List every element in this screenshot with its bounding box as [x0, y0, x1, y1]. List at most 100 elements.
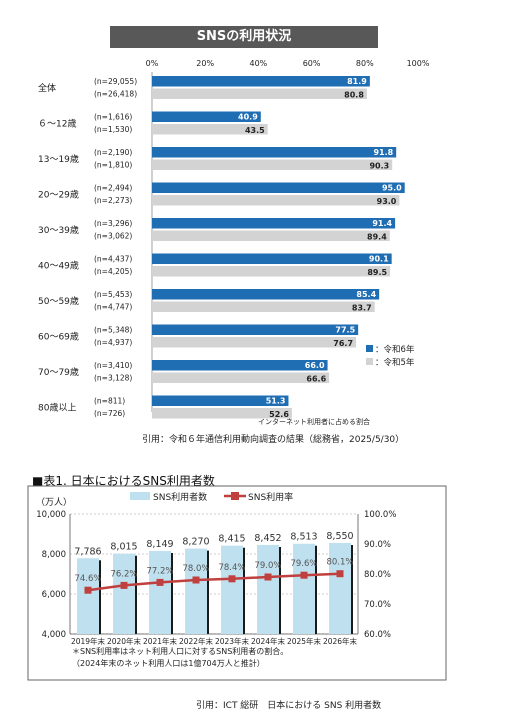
chart2-source: 引用：ICT 総研 日本における SNS 利用者数: [196, 701, 382, 711]
data-label-r6: 90.1: [369, 255, 389, 264]
sample-size-label: (n=1,616): [94, 113, 132, 122]
category-label: 全体: [38, 82, 56, 94]
bar-r6: [152, 289, 380, 300]
legend-swatch-bar: [130, 492, 150, 500]
bar-r6: [152, 76, 370, 87]
rate-marker: [300, 571, 308, 579]
data-label-r5: 52.6: [269, 410, 289, 419]
sample-size-label: (n=4,437): [94, 255, 132, 264]
bar-users: [221, 545, 243, 634]
legend-swatch: [366, 358, 373, 365]
x-tick-label: 2023年末: [215, 636, 250, 646]
data-label-r5: 43.5: [245, 126, 265, 135]
sample-size-label: (n=3,062): [94, 232, 132, 241]
y-right-tick-label: 70.0%: [364, 600, 391, 610]
legend-label-line: SNS利用率: [248, 491, 293, 503]
y-left-tick-label: 6,000: [42, 590, 66, 600]
rate-marker: [156, 578, 164, 586]
rate-marker: [228, 575, 236, 583]
x-tick-label: 2020年末: [107, 636, 142, 646]
rate-line: [87, 572, 341, 592]
x-tick-label: 2024年末: [251, 636, 286, 646]
bar-r6: [152, 395, 289, 406]
bar-users: [257, 544, 279, 634]
rate-marker: [120, 581, 128, 589]
data-label-r6: 95.0: [382, 184, 402, 193]
data-label-r5: 89.4: [367, 233, 387, 242]
legend-label-bar: SNS利用者数: [153, 491, 207, 503]
bar-r6: [152, 253, 392, 264]
y-right-tick-label: 90.0%: [364, 540, 391, 550]
chart1-note: インターネット利用者に占める割合: [258, 418, 370, 426]
data-label-r5: 66.6: [306, 375, 326, 384]
data-label-r6: 51.3: [266, 397, 286, 406]
rate-value-label: 77.2%: [146, 566, 173, 576]
y-right-tick-label: 100.0%: [364, 510, 396, 520]
y-left-tick-label: 8,000: [42, 550, 66, 560]
rate-marker: [264, 573, 272, 581]
bar-r5: [152, 230, 390, 241]
category-label: 20〜29歳: [38, 189, 79, 201]
x-tick-label: 80%: [356, 59, 374, 68]
sample-size-label: (n=1,810): [94, 161, 132, 170]
rate-marker: [192, 576, 200, 584]
data-label-r5: 83.7: [352, 304, 372, 313]
x-tick-label: 2026年末: [323, 636, 358, 646]
sample-size-label: (n=26,418): [94, 90, 137, 99]
chart2-section-title: ■表1. 日本におけるSNS利用者数: [32, 474, 215, 488]
bar-users: [329, 543, 351, 634]
sample-size-label: (n=5,348): [94, 326, 132, 335]
sample-size-label: (n=4,205): [94, 267, 132, 276]
data-label-r6: 77.5: [335, 326, 355, 335]
bar-r5: [152, 88, 367, 99]
category-label: 30〜39歳: [38, 224, 79, 236]
sample-size-label: (n=3,296): [94, 219, 132, 228]
sample-size-label: (n=1,530): [94, 125, 132, 134]
x-tick-label: 60%: [303, 59, 321, 68]
sns-usage-bar-chart: 0% 20% 40% 60% 80% 100% 全体 (n=29,055) (n=26,418)…: [38, 59, 430, 419]
sample-size-label: (n=3,410): [94, 361, 132, 370]
y-left-tick-label: 4,000: [42, 630, 66, 640]
x-tick-label: 100%: [407, 59, 430, 68]
x-tick-label: 20%: [196, 59, 214, 68]
bar-users: [149, 551, 171, 634]
rate-marker: [336, 570, 344, 578]
bar-r5: [152, 195, 400, 206]
bar-r5: [152, 408, 292, 419]
y-right-tick-label: 80.0%: [364, 570, 391, 580]
sample-size-label: (n=2,190): [94, 148, 132, 157]
bar-r6: [152, 147, 397, 158]
footnote-2: （2024年末のネット利用人口は1億704万人と推計）: [72, 658, 265, 668]
sample-size-label: (n=811): [94, 397, 125, 406]
data-label-r6: 66.0: [305, 361, 325, 370]
bar-r5: [152, 337, 357, 348]
bar-value-label: 8,415: [218, 534, 245, 545]
data-label-r5: 80.8: [344, 91, 364, 100]
legend-label: ：令和6年: [375, 344, 415, 355]
sample-size-label: (n=4,747): [94, 303, 132, 312]
bar-r5: [152, 159, 393, 170]
data-label-r5: 90.3: [369, 162, 389, 171]
bar-value-label: 8,149: [146, 539, 173, 550]
data-label-r5: 76.7: [333, 339, 353, 348]
rate-value-label: 76.2%: [110, 569, 137, 579]
category-label: 70〜79歳: [38, 366, 79, 378]
bar-value-label: 8,452: [254, 533, 281, 544]
y-left-unit: （万人）: [36, 497, 72, 508]
bar-value-label: 8,270: [182, 537, 209, 548]
rate-marker: [84, 586, 92, 594]
data-label-r5: 89.5: [367, 268, 387, 277]
sample-size-label: (n=5,453): [94, 290, 132, 299]
bar-r6: [152, 111, 261, 122]
bar-users: [77, 558, 99, 634]
bar-value-label: 8,513: [290, 532, 317, 543]
rate-value-label: 80.1%: [326, 558, 353, 568]
sample-size-label: (n=29,055): [94, 77, 137, 86]
data-label-r6: 91.4: [372, 219, 392, 228]
x-tick-label: 2019年末: [71, 636, 106, 646]
rate-value-label: 78.4%: [218, 563, 245, 573]
bar-r6: [152, 324, 359, 335]
bar-value-label: 8,550: [326, 531, 353, 542]
x-tick-label: 0%: [146, 59, 159, 68]
rate-value-label: 74.6%: [74, 574, 101, 584]
